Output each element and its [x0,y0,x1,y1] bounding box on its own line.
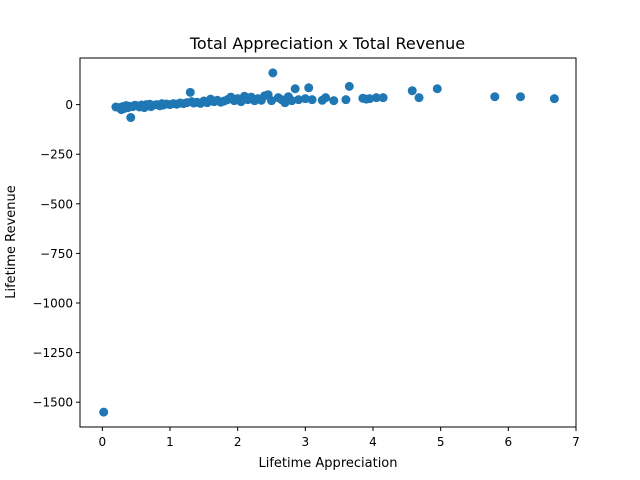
x-axis: 0 1 2 3 4 5 6 7 [99,427,580,449]
plot-points [99,68,559,417]
data-point [294,95,304,105]
y-tick-label: −750 [40,247,73,261]
data-point [290,84,300,94]
y-tick-label: −250 [40,148,73,162]
x-tick-label: 4 [369,435,377,449]
x-tick-label: 1 [166,435,174,449]
data-point [267,96,276,106]
x-tick-label: 7 [572,435,580,449]
x-tick-label: 2 [234,435,242,449]
data-point [432,84,442,94]
y-axis-label: Lifetime Revenue [4,185,19,299]
y-tick-label: −1250 [32,346,73,360]
data-point [371,93,381,103]
data-point [307,95,317,105]
plot-frame [79,57,577,428]
data-point [365,94,375,104]
x-axis-label: Lifetime Appreciation [258,456,397,471]
data-point [99,407,109,417]
data-point [329,96,339,106]
x-tick-label: 6 [505,435,513,449]
y-tick-label: −500 [40,197,73,211]
data-point [126,113,136,123]
data-point [287,96,297,106]
data-point [344,81,354,91]
chart-title: Total Appreciation x Total Revenue [189,34,465,53]
y-axis: 0 −250 −500 −750 −1000 −1250 −1500 [32,98,80,410]
data-point [341,95,351,105]
data-point [549,94,559,104]
x-tick-label: 3 [302,435,310,449]
data-point [300,94,310,104]
y-tick-label: −1500 [32,396,73,410]
data-point [321,93,331,103]
y-tick-label: 0 [65,98,73,112]
data-point [268,68,278,78]
data-point [185,87,195,97]
y-tick-label: −1000 [32,297,73,311]
data-point [378,93,388,103]
data-point [490,92,500,102]
data-point [407,86,417,96]
x-tick-label: 0 [99,435,107,449]
data-point [516,92,526,102]
x-tick-label: 5 [437,435,445,449]
data-point [414,93,424,103]
data-point [304,83,314,93]
